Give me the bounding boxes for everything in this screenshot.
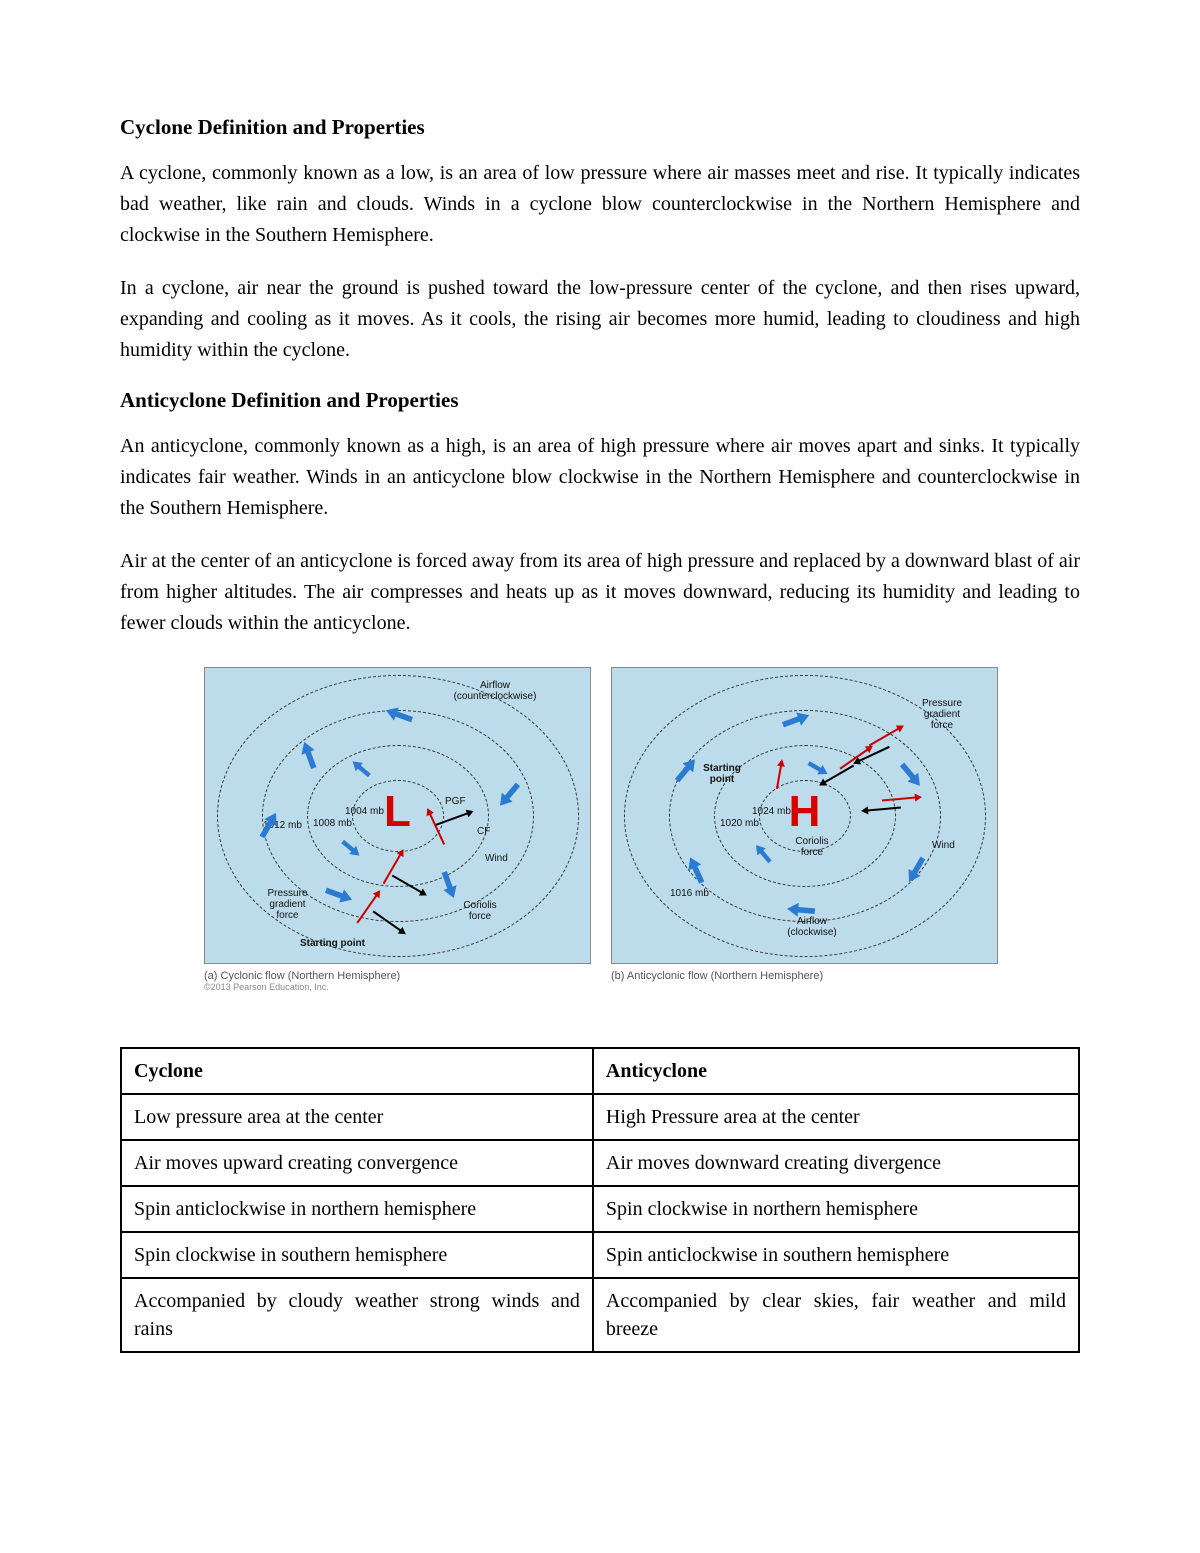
cyclone-caption: (a) Cyclonic flow (Northern Hemisphere) [204, 970, 589, 982]
airflow-label: Airflow (clockwise) [782, 916, 842, 938]
cyclone-panel: L 1004 mb 1008 mb 1012 mb Airflow (count… [204, 667, 591, 964]
diagram-anticyclone: H 1024 mb 1020 mb 1016 mb Starting point… [611, 667, 996, 992]
table-cell: Spin clockwise in northern hemisphere [593, 1186, 1079, 1232]
table-cell: Air moves downward creating divergence [593, 1140, 1079, 1186]
high-pressure-letter: H [789, 787, 821, 837]
airflow-label: Airflow (counterclockwise) [440, 680, 550, 702]
cyclone-sub-caption: ©2013 Pearson Education, Inc. [204, 982, 589, 992]
anticyclone-caption: (b) Anticyclonic flow (Northern Hemisphe… [611, 970, 996, 982]
table-row: Spin anticlockwise in northern hemispher… [121, 1186, 1079, 1232]
pressure-label: 1008 mb [313, 818, 352, 829]
table-header-row: Cyclone Anticyclone [121, 1048, 1079, 1094]
cf-label: CF [477, 826, 490, 837]
anticyclone-para2: Air at the center of an anticyclone is f… [120, 546, 1080, 639]
pressure-label: 1004 mb [345, 806, 384, 817]
anticyclone-para1: An anticyclone, commonly known as a high… [120, 431, 1080, 524]
heading-anticyclone: Anticyclone Definition and Properties [120, 388, 1080, 413]
pgf-label: PGF [445, 796, 466, 807]
table-row: Accompanied by cloudy weather strong win… [121, 1278, 1079, 1352]
table-cell: Low pressure area at the center [121, 1094, 593, 1140]
comparison-table: Cyclone Anticyclone Low pressure area at… [120, 1047, 1080, 1353]
table-header: Cyclone [121, 1048, 593, 1094]
table-cell: Accompanied by cloudy weather strong win… [121, 1278, 593, 1352]
pressure-label: 1024 mb [752, 806, 791, 817]
table-row: Spin clockwise in southern hemisphere Sp… [121, 1232, 1079, 1278]
pgf-full-label: Pressure gradient force [912, 698, 972, 731]
anticyclone-panel: H 1024 mb 1020 mb 1016 mb Starting point… [611, 667, 998, 964]
pressure-label: 1016 mb [670, 888, 709, 899]
table-cell: Spin anticlockwise in northern hemispher… [121, 1186, 593, 1232]
table-cell: Spin anticlockwise in southern hemispher… [593, 1232, 1079, 1278]
starting-point-label: Starting point [697, 763, 747, 785]
wind-label: Wind [932, 840, 955, 851]
diagram-row: L 1004 mb 1008 mb 1012 mb Airflow (count… [120, 667, 1080, 992]
cyclone-para2: In a cyclone, air near the ground is pus… [120, 273, 1080, 366]
document-page: Cyclone Definition and Properties A cycl… [0, 0, 1200, 1553]
diagram-cyclone: L 1004 mb 1008 mb 1012 mb Airflow (count… [204, 667, 589, 992]
table-row: Low pressure area at the center High Pre… [121, 1094, 1079, 1140]
coriolis-label: Coriolis force [787, 836, 837, 858]
table-cell: Accompanied by clear skies, fair weather… [593, 1278, 1079, 1352]
starting-point-label: Starting point [300, 938, 365, 949]
table-row: Air moves upward creating convergence Ai… [121, 1140, 1079, 1186]
pressure-label: 1020 mb [720, 818, 759, 829]
table-cell: Spin clockwise in southern hemisphere [121, 1232, 593, 1278]
coriolis-label: Coriolis force [455, 900, 505, 922]
pgf-full-label: Pressure gradient force [260, 888, 315, 921]
heading-cyclone: Cyclone Definition and Properties [120, 115, 1080, 140]
table-header: Anticyclone [593, 1048, 1079, 1094]
table-cell: High Pressure area at the center [593, 1094, 1079, 1140]
table-cell: Air moves upward creating convergence [121, 1140, 593, 1186]
wind-label: Wind [485, 853, 508, 864]
cyclone-para1: A cyclone, commonly known as a low, is a… [120, 158, 1080, 251]
low-pressure-letter: L [384, 787, 411, 837]
